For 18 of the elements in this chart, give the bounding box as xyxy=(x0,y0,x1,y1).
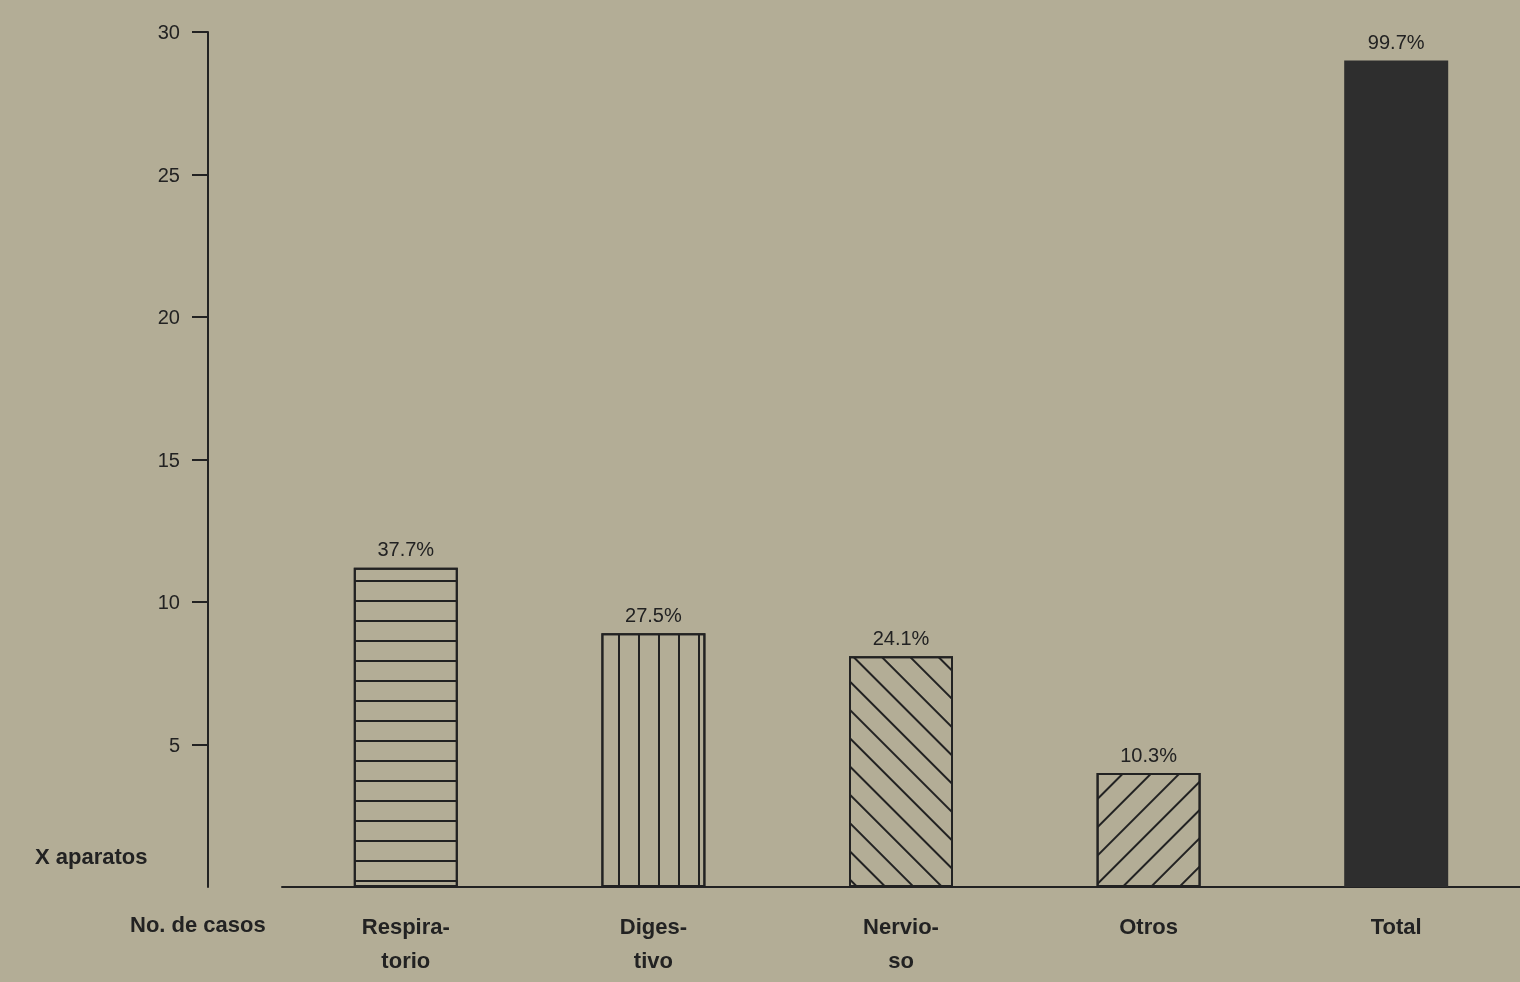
y-tick-label: 15 xyxy=(157,448,180,471)
annotation: 99.7% xyxy=(1367,31,1425,53)
y-axis-title: X aparatos xyxy=(35,843,148,869)
x-tick-label: Otros xyxy=(1119,913,1178,939)
x-tick-label: Respira- torio xyxy=(361,913,450,973)
y-tick-label: 25 xyxy=(157,163,180,186)
annotation: 37.7% xyxy=(377,538,435,561)
annotation: 24.1% xyxy=(872,626,930,649)
y-tick-label: 20 xyxy=(157,306,180,328)
y-tick-label: 5 xyxy=(168,733,180,756)
x-tick-label: Diges- tivo xyxy=(619,913,688,973)
y-tick-label: 10 xyxy=(157,591,180,613)
x-tick-label: Nervio- so xyxy=(863,913,939,973)
annotation: 10.3% xyxy=(1120,743,1178,766)
y-tick-label: 30 xyxy=(157,21,180,43)
x-axis-title: No. de casos xyxy=(130,911,266,937)
x-tick-label: Total xyxy=(1370,913,1422,939)
annotation: 27.5% xyxy=(625,603,682,626)
